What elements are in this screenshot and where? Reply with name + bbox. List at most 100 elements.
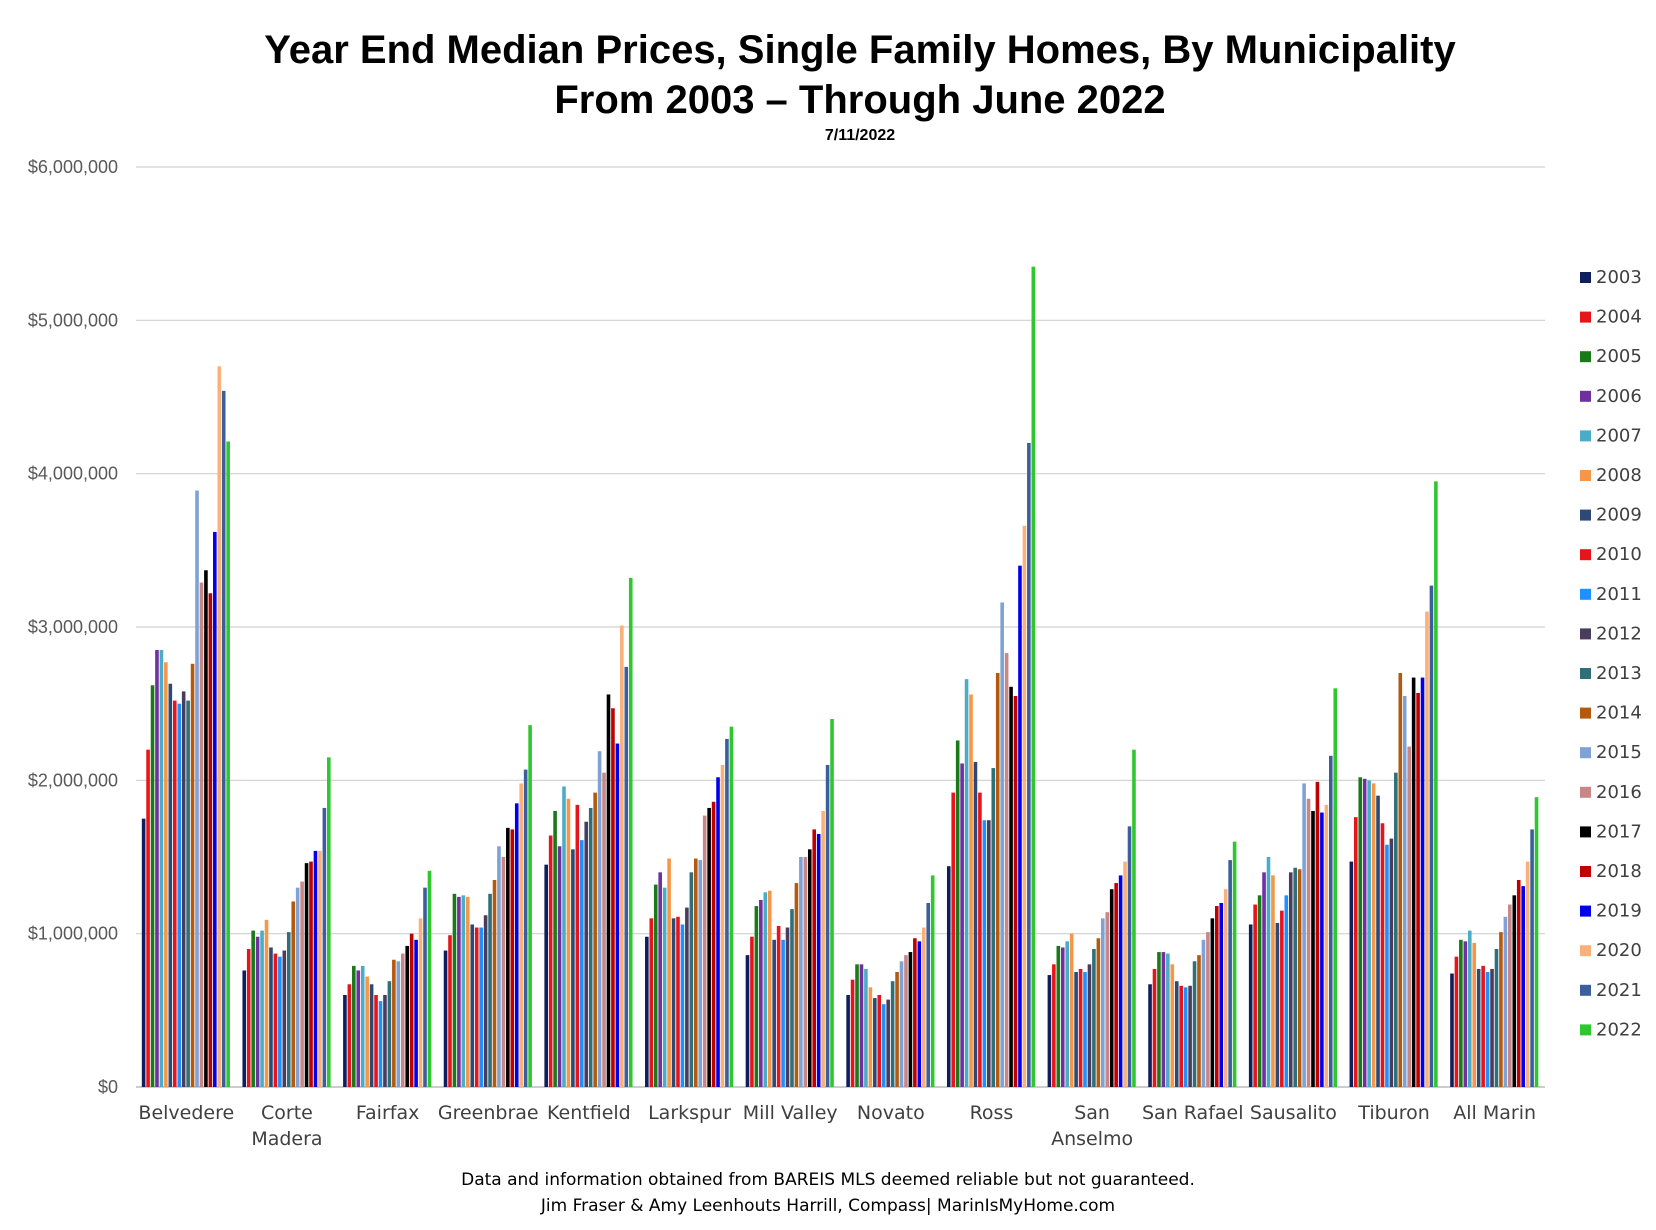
bar-2016 — [199, 582, 204, 1087]
x-tick-label: Larkspur — [648, 1102, 731, 1124]
bar-2012 — [584, 821, 589, 1087]
bar-2003 — [1450, 973, 1454, 1087]
legend-label: 2022 — [1596, 1019, 1642, 1040]
bar-2015 — [1101, 918, 1105, 1087]
bar-2020 — [217, 366, 222, 1087]
bar-2008 — [164, 662, 168, 1087]
bar-2009 — [168, 683, 173, 1087]
bar-2020 — [1324, 804, 1329, 1087]
bar-2010 — [1179, 985, 1183, 1087]
bar-2016 — [1105, 912, 1110, 1087]
legend-label: 2021 — [1596, 980, 1642, 1001]
x-tick-label: Mill Valley — [743, 1102, 838, 1124]
bar-2006 — [960, 763, 964, 1087]
bar-2008 — [868, 987, 873, 1087]
x-tick-label: Sausalito — [1250, 1102, 1337, 1124]
bar-2011 — [1284, 895, 1289, 1087]
bar-2018 — [711, 801, 716, 1087]
bar-2006 — [1362, 778, 1367, 1087]
bar-2018 — [510, 829, 515, 1087]
bar-2022 — [930, 875, 935, 1087]
chart-subtitle: From 2003 – Through June 2022 — [554, 78, 1166, 122]
bar-2011 — [881, 1004, 886, 1087]
legend-swatch — [1580, 826, 1591, 838]
bar-2005 — [1459, 939, 1463, 1087]
bar-2010 — [676, 916, 680, 1087]
bar-2021 — [1328, 755, 1333, 1087]
bar-2009 — [772, 939, 776, 1087]
bar-2021 — [423, 887, 427, 1087]
bar-2021 — [825, 765, 830, 1087]
bar-2004 — [246, 949, 251, 1087]
bar-2011 — [1183, 987, 1188, 1087]
bar-2022 — [729, 726, 734, 1087]
bar-2012 — [1188, 985, 1192, 1087]
bar-2022 — [1434, 481, 1438, 1087]
legend-label: 2017 — [1596, 821, 1642, 842]
bar-2007 — [662, 887, 667, 1087]
x-tick-label: San — [1074, 1102, 1110, 1124]
bar-2009 — [1376, 795, 1380, 1087]
x-tick-label: All Marin — [1453, 1102, 1536, 1124]
bar-2019 — [1320, 812, 1324, 1087]
bar-2007 — [864, 968, 868, 1087]
bar-2010 — [1078, 968, 1083, 1087]
bar-2005 — [251, 930, 255, 1087]
bar-2004 — [649, 918, 654, 1087]
bar-2010 — [1280, 910, 1284, 1087]
bar-2006 — [1161, 952, 1166, 1087]
bar-2008 — [1371, 783, 1376, 1087]
bar-2014 — [190, 663, 195, 1087]
bar-2009 — [369, 984, 374, 1087]
bar-2014 — [794, 883, 799, 1087]
bar-2021 — [322, 807, 327, 1087]
bar-2006 — [1463, 941, 1468, 1087]
bar-2012 — [1288, 872, 1293, 1087]
bar-2008 — [264, 919, 269, 1087]
x-tick-label: Anselmo — [1051, 1128, 1133, 1150]
bar-2004 — [850, 979, 855, 1087]
bar-2016 — [400, 953, 405, 1087]
legend-swatch — [1580, 747, 1591, 759]
bar-2003 — [1047, 975, 1052, 1087]
bar-2006 — [155, 650, 159, 1087]
bar-2015 — [1302, 783, 1306, 1087]
bar-2019 — [213, 531, 217, 1087]
bar-2020 — [1123, 861, 1127, 1087]
bar-2019 — [816, 834, 821, 1087]
x-tick-label: Madera — [251, 1128, 322, 1150]
bar-2008 — [1069, 933, 1074, 1087]
legend-swatch — [1580, 984, 1591, 996]
bar-2009 — [269, 947, 273, 1087]
bar-2012 — [987, 820, 991, 1087]
bar-2014 — [593, 792, 597, 1087]
bar-2003 — [1349, 861, 1354, 1087]
bar-2010 — [776, 926, 781, 1087]
bar-2011 — [781, 939, 785, 1087]
bar-2007 — [763, 892, 768, 1087]
legend-swatch — [1580, 1024, 1591, 1036]
bar-2018 — [913, 938, 917, 1087]
legend-swatch — [1580, 945, 1591, 957]
bar-2010 — [877, 995, 882, 1087]
x-tick-label: San Rafael — [1142, 1102, 1244, 1124]
bar-2020 — [921, 927, 926, 1087]
y-tick-label: $3,000,000 — [28, 617, 118, 637]
bar-2017 — [1210, 918, 1215, 1087]
bar-2014 — [291, 901, 296, 1087]
x-tick-label: Novato — [857, 1102, 925, 1124]
bar-2007 — [1367, 780, 1371, 1087]
bar-2012 — [886, 999, 890, 1087]
bar-2011 — [1083, 972, 1087, 1087]
bar-2015 — [195, 490, 199, 1087]
legend-label: 2005 — [1596, 346, 1642, 367]
bar-2019 — [917, 941, 922, 1087]
bar-2017 — [304, 863, 309, 1087]
bar-2011 — [579, 840, 584, 1087]
bar-2012 — [1087, 964, 1092, 1087]
bar-2010 — [474, 927, 479, 1087]
legend-swatch — [1580, 786, 1591, 798]
legend-swatch — [1580, 588, 1591, 600]
bar-2020 — [1223, 889, 1228, 1087]
y-tick-label: $2,000,000 — [28, 770, 118, 790]
